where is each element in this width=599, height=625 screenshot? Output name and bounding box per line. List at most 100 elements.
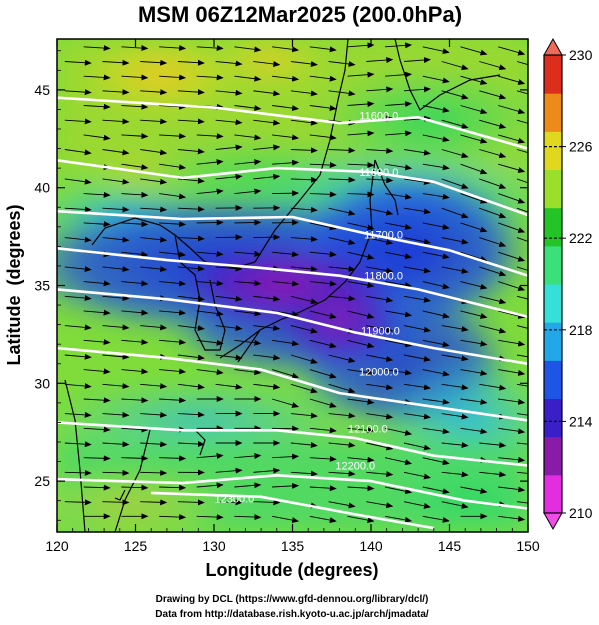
wind-arrow xyxy=(516,207,528,213)
contour-label: 12000.0 xyxy=(359,367,399,379)
wind-arrow xyxy=(253,383,281,390)
wind-arrow xyxy=(121,103,149,110)
wind-arrow xyxy=(460,222,488,233)
wind-arrow xyxy=(441,354,469,362)
wind-arrow xyxy=(385,130,413,137)
wind-arrow xyxy=(177,383,205,390)
wind-arrow xyxy=(347,369,375,376)
wind-arrow xyxy=(403,178,431,185)
wind-arrow xyxy=(290,206,318,213)
wind-arrow xyxy=(309,162,337,169)
height-contour-line xyxy=(57,247,528,319)
wind-arrow xyxy=(177,89,205,96)
wind-arrow xyxy=(460,46,488,56)
wind-arrow xyxy=(253,144,281,151)
wind-arrow xyxy=(83,339,111,346)
wind-arrow xyxy=(64,59,92,66)
wind-arrow xyxy=(177,295,205,302)
wind-arrow xyxy=(403,442,431,451)
wind-arrow xyxy=(83,368,111,375)
wind-arrow xyxy=(422,281,450,290)
wind-arrow xyxy=(516,354,528,358)
wind-arrow xyxy=(83,484,111,491)
wind-arrow xyxy=(460,369,488,376)
wind-arrow xyxy=(102,118,130,125)
wind-arrow xyxy=(366,383,394,391)
wind-arrow xyxy=(385,369,413,376)
wind-arrow xyxy=(64,411,92,418)
wind-arrow xyxy=(498,222,526,233)
wind-arrow xyxy=(83,309,111,316)
wind-arrow xyxy=(177,59,205,66)
wind-arrow xyxy=(234,280,262,287)
wind-arrow xyxy=(272,190,300,197)
colorbar-segment xyxy=(544,322,562,361)
credit-line-1: Drawing by DCL (https://www.gfd-dennou.o… xyxy=(156,594,429,605)
wind-arrow xyxy=(102,469,130,476)
wind-arrow xyxy=(64,499,92,506)
wind-arrow xyxy=(328,237,356,246)
wind-arrow xyxy=(366,325,394,333)
wind-arrow xyxy=(271,369,300,379)
wind-arrow xyxy=(177,177,205,184)
wind-arrow xyxy=(253,467,281,474)
wind-arrow xyxy=(196,339,224,346)
y-tick-label: 35 xyxy=(34,278,50,294)
wind-arrow xyxy=(64,266,92,273)
wind-arrow xyxy=(83,103,111,110)
wind-arrow xyxy=(347,101,375,108)
wind-arrow xyxy=(64,441,92,448)
wind-arrow xyxy=(498,75,526,85)
wind-arrow xyxy=(215,295,243,302)
wind-arrow xyxy=(441,266,469,274)
wind-arrow xyxy=(215,60,243,67)
x-tick-label: 125 xyxy=(124,538,148,554)
wind-arrow xyxy=(516,471,528,474)
wind-arrow xyxy=(102,266,130,273)
wind-arrow xyxy=(121,163,149,171)
wind-arrow xyxy=(366,354,394,362)
wind-arrow xyxy=(479,237,507,248)
wind-arrow xyxy=(159,397,187,404)
height-contours: 11600.0 11600.0 11700.0 11800.0 11900.0 12000… xyxy=(57,96,528,530)
contour-label: 11800.0 xyxy=(364,271,403,283)
wind-arrow xyxy=(83,191,111,198)
wind-arrow xyxy=(272,251,300,258)
wind-arrow xyxy=(234,453,262,459)
wind-arrow xyxy=(385,457,413,466)
wind-arrow xyxy=(272,159,300,166)
wind-arrow xyxy=(403,57,431,64)
wind-arrow xyxy=(102,411,130,418)
wind-arrow xyxy=(140,469,168,476)
wind-arrow xyxy=(347,42,375,49)
wind-arrow xyxy=(366,237,394,245)
height-contour-line xyxy=(57,159,528,217)
wind-arrow xyxy=(328,147,356,154)
wind-arrow xyxy=(234,219,262,226)
wind-arrow xyxy=(64,118,92,125)
wind-arrow xyxy=(403,86,431,93)
wind-arrow xyxy=(309,75,337,82)
wind-arrow xyxy=(441,61,469,71)
wind-arrow xyxy=(309,251,337,258)
colorbar-segment xyxy=(544,284,562,323)
wind-arrow xyxy=(479,149,507,159)
wind-arrow xyxy=(64,324,92,331)
wind-arrow xyxy=(159,280,187,287)
wind-arrow xyxy=(102,324,130,331)
wind-arrow xyxy=(422,75,450,84)
wind-arrow xyxy=(309,515,337,524)
wind-arrow xyxy=(366,266,394,274)
height-contour-line xyxy=(57,96,528,150)
wind-arrow xyxy=(215,383,243,390)
wind-arrow xyxy=(272,339,300,347)
wind-arrow xyxy=(159,309,187,316)
wind-arrow xyxy=(159,45,187,52)
wind-arrow xyxy=(121,368,149,375)
wind-arrow xyxy=(309,398,337,408)
wind-arrow xyxy=(196,280,224,287)
y-axis-ticks: 25 30 35 40 45 xyxy=(34,50,528,521)
wind-arrow xyxy=(272,219,300,226)
temperature-field xyxy=(57,39,528,532)
y-axis-label: Latitude (degrees) xyxy=(4,204,24,365)
